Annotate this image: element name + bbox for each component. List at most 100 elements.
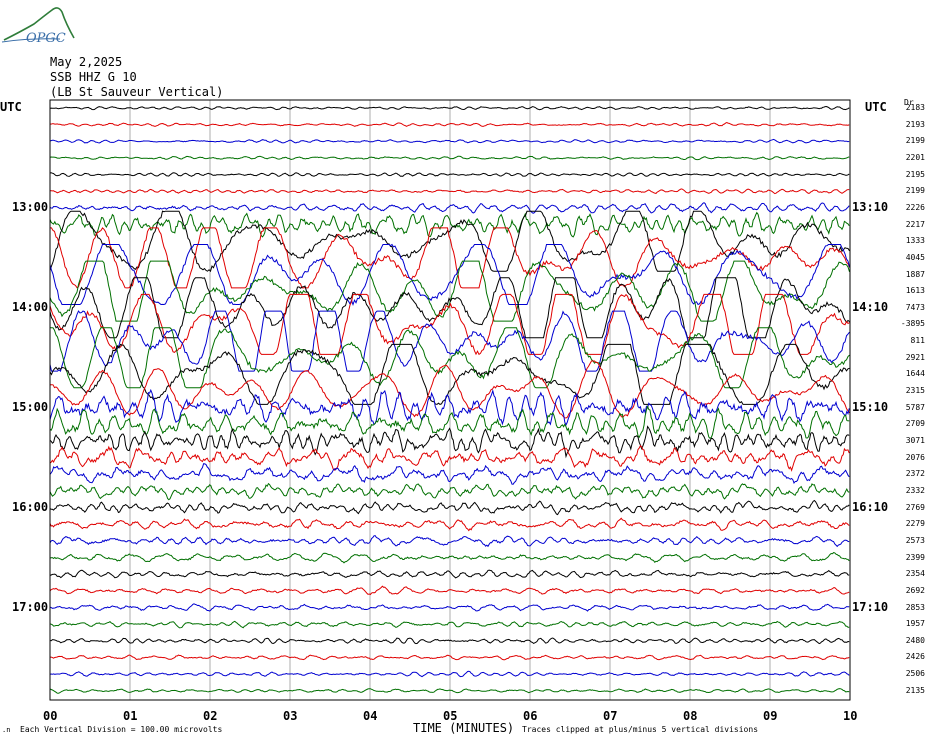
x-tick-label: 03	[283, 709, 298, 723]
left-hour-label: 16:00	[12, 499, 49, 514]
dr-value: 2506	[905, 669, 925, 679]
record-date: May 2,2025	[50, 55, 123, 69]
x-tick-label: 04	[363, 709, 378, 723]
seismic-trace	[49, 138, 850, 144]
dr-value: 2692	[905, 585, 925, 595]
seismic-trace	[49, 482, 850, 501]
corner-mark: .n	[2, 726, 11, 734]
seismic-trace	[49, 155, 850, 161]
seismic-trace	[49, 499, 850, 516]
seismic-trace	[49, 603, 850, 612]
opgc-logo: OPGC	[1, 7, 75, 46]
station-location: (LB St Sauveur Vertical)	[50, 85, 224, 99]
seismic-trace	[49, 463, 850, 485]
dr-value: 2217	[905, 219, 925, 229]
dr-value: 2372	[905, 469, 925, 479]
dr-value: 2426	[905, 652, 925, 662]
utc-right-label: UTC	[865, 100, 887, 114]
dr-value: 1957	[905, 619, 925, 629]
dr-value: 1644	[905, 369, 925, 379]
seismic-trace	[49, 211, 850, 238]
dr-value: 2332	[905, 485, 925, 495]
dr-value: 2183	[905, 103, 925, 112]
seismic-trace	[49, 260, 850, 322]
seismic-trace	[50, 327, 850, 389]
seismic-trace	[49, 535, 850, 548]
right-hour-label: 15:10	[852, 399, 889, 414]
x-tick-label: 08	[683, 709, 698, 723]
seismic-trace	[49, 688, 850, 694]
x-tick-label: 05	[443, 709, 458, 723]
seismic-trace	[49, 552, 850, 564]
logo-text: OPGC	[26, 31, 66, 46]
division-note: Each Vertical Division = 100.00 microvol…	[20, 725, 223, 734]
dr-value: 4045	[905, 252, 925, 262]
x-tick-label: 07	[603, 709, 618, 723]
x-tick-label: 01	[123, 709, 138, 723]
dr-value: 1887	[905, 269, 925, 279]
dr-label: Dr	[904, 98, 914, 107]
seismic-trace	[49, 210, 850, 273]
plot-frame	[49, 99, 851, 701]
x-axis-label: TIME (MINUTES)	[413, 721, 515, 735]
x-tick-label: 09	[763, 709, 778, 723]
dr-value: 2193	[905, 119, 925, 129]
dr-value: 2201	[905, 152, 925, 162]
dr-value: 2226	[905, 202, 925, 212]
dr-value: 2135	[905, 685, 925, 695]
dr-value: 2354	[905, 569, 925, 579]
dr-value: 2921	[905, 352, 925, 362]
dr-value: 2279	[905, 519, 925, 529]
trace-layer	[49, 105, 850, 694]
dr-value: 2076	[905, 452, 925, 462]
seismic-trace	[49, 188, 850, 195]
seismic-trace	[49, 425, 850, 459]
dr-value: 2769	[905, 502, 925, 512]
dr-value: 2709	[905, 419, 925, 429]
station-code: SSB HHZ G 10	[50, 70, 137, 84]
seismic-trace	[49, 293, 850, 356]
mountain-logo-icon	[3, 7, 75, 41]
dr-value: 2480	[905, 635, 925, 645]
seismic-trace	[49, 202, 850, 214]
dr-value: 1333	[905, 236, 925, 246]
right-hour-label: 16:10	[852, 499, 889, 514]
dr-value: 2199	[905, 186, 925, 196]
seismic-trace	[49, 172, 850, 177]
seismic-trace	[49, 585, 850, 596]
seismic-trace	[49, 310, 850, 372]
dr-value: 3071	[905, 436, 925, 445]
dr-value: 2199	[905, 136, 925, 146]
dr-value: 811	[910, 336, 925, 346]
right-hour-label: 17:10	[852, 599, 889, 614]
clip-note: Traces clipped at plus/minus 5 vertical …	[522, 725, 759, 734]
dr-value: 2853	[905, 602, 925, 612]
right-hour-label: 13:10	[852, 199, 889, 214]
seismic-trace	[49, 388, 850, 427]
dr-value: 2399	[905, 552, 925, 562]
left-hour-label: 13:00	[12, 199, 49, 214]
x-tick-label: 02	[203, 709, 218, 723]
seismic-trace	[49, 620, 850, 629]
left-hour-label: 15:00	[12, 399, 49, 414]
right-hour-label: 14:10	[852, 299, 889, 314]
dr-value: 2315	[905, 386, 925, 396]
frame-layer	[49, 99, 851, 701]
left-hour-label: 17:00	[12, 599, 49, 614]
dr-value: 1613	[905, 286, 925, 296]
seismic-trace	[50, 227, 850, 289]
seismic-trace	[49, 444, 850, 472]
dr-value: -3895	[900, 319, 925, 329]
seismic-trace	[49, 277, 850, 339]
seismic-trace	[50, 654, 850, 661]
seismic-trace	[49, 569, 850, 579]
x-tick-label: 00	[43, 709, 58, 723]
x-tick-label: 10	[843, 709, 858, 723]
x-tick-label: 06	[523, 709, 538, 723]
utc-left-label: UTC	[0, 100, 22, 114]
seismic-trace	[49, 404, 850, 439]
dr-value: 7473	[905, 302, 925, 312]
dr-value: 5787	[905, 402, 925, 412]
left-hour-label: 14:00	[12, 299, 49, 314]
